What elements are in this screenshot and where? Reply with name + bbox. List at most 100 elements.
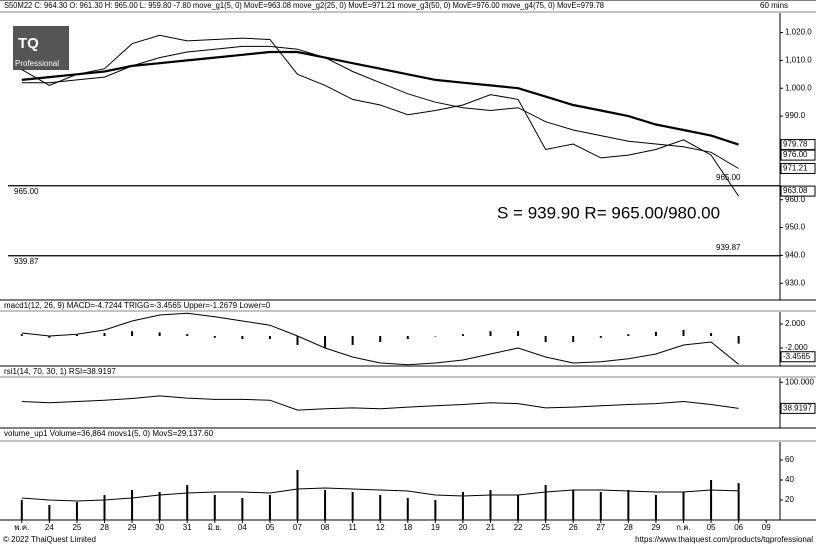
bar bbox=[158, 492, 161, 520]
bar bbox=[572, 336, 575, 342]
timeframe: 60 mins bbox=[760, 1, 788, 10]
bar bbox=[351, 336, 354, 345]
marker-label: 976.00 bbox=[783, 150, 808, 159]
bar bbox=[131, 331, 134, 336]
y-tick-label: 930.0 bbox=[785, 278, 806, 287]
bar bbox=[268, 495, 271, 520]
bar bbox=[654, 331, 657, 336]
x-tick-label: 07 bbox=[293, 523, 302, 532]
bar bbox=[599, 492, 602, 520]
bar bbox=[682, 330, 685, 336]
y-tick-label: 60 bbox=[785, 455, 794, 464]
x-tick-label: 20 bbox=[458, 523, 467, 532]
marker-box bbox=[780, 185, 816, 197]
panel-title: volume_up1 Volume=36,864 movs1(5, 0) Mov… bbox=[4, 429, 214, 438]
x-tick-label: มิ.ย. bbox=[208, 523, 222, 532]
x-tick-label: 18 bbox=[403, 523, 412, 532]
y-tick-label: 940.0 bbox=[785, 251, 806, 260]
bar bbox=[682, 492, 685, 520]
x-tick-label: 05 bbox=[265, 523, 274, 532]
panel-title: rsi1(14, 70, 30, 1) RSI=38.9197 bbox=[4, 367, 116, 376]
y-tick-label: 100.000 bbox=[785, 377, 814, 386]
marker-label: 979.78 bbox=[783, 140, 808, 149]
y-tick-label: 2.000 bbox=[785, 319, 806, 328]
x-tick-label: 12 bbox=[376, 523, 385, 532]
bar bbox=[517, 495, 520, 520]
bar bbox=[544, 336, 547, 342]
bar bbox=[324, 336, 327, 348]
bar bbox=[627, 334, 630, 336]
bar bbox=[517, 331, 520, 336]
bar bbox=[20, 334, 23, 336]
x-tick-label: 04 bbox=[238, 523, 247, 532]
bar bbox=[710, 333, 713, 336]
x-tick-label: พ.ค. bbox=[14, 523, 29, 532]
bar bbox=[406, 336, 409, 339]
bar bbox=[241, 498, 244, 520]
bar bbox=[213, 495, 216, 520]
bar bbox=[406, 498, 409, 520]
annotation: S = 939.90 R= 965.00/980.00 bbox=[497, 203, 720, 222]
bar bbox=[737, 336, 740, 344]
bar bbox=[213, 336, 216, 338]
marker-box bbox=[780, 162, 816, 174]
marker-label: 971.21 bbox=[783, 164, 808, 173]
bar bbox=[627, 490, 630, 520]
bar bbox=[268, 336, 271, 339]
level-label: 939.87 bbox=[14, 257, 39, 266]
bar bbox=[351, 492, 354, 520]
y-tick-label: 20 bbox=[785, 495, 794, 504]
bar bbox=[434, 336, 437, 337]
y-tick-label: 1,010.0 bbox=[785, 55, 812, 64]
bar bbox=[710, 480, 713, 520]
bar bbox=[158, 332, 161, 336]
y-tick-label: -2.000 bbox=[785, 343, 808, 352]
y-tick-label: 1,020.0 bbox=[785, 28, 812, 37]
x-tick-label: 09 bbox=[762, 523, 771, 532]
bar bbox=[20, 500, 23, 520]
bar bbox=[379, 495, 382, 520]
bar bbox=[241, 336, 244, 339]
bar bbox=[324, 490, 327, 520]
x-tick-label: 27 bbox=[596, 523, 605, 532]
marker-box bbox=[780, 351, 816, 363]
y-tick-label: 960.0 bbox=[785, 195, 806, 204]
x-tick-label: 11 bbox=[348, 523, 357, 532]
x-tick-label: 06 bbox=[734, 523, 743, 532]
bar bbox=[296, 336, 299, 345]
series-line bbox=[21, 45, 739, 169]
y-tick-label: 1,000.0 bbox=[785, 83, 812, 92]
series-line bbox=[21, 34, 740, 197]
bar bbox=[489, 331, 492, 336]
logo-text: Professional bbox=[15, 59, 59, 68]
x-tick-label: 29 bbox=[651, 523, 660, 532]
logo-mark: TQ bbox=[18, 35, 39, 52]
series-line bbox=[21, 395, 739, 411]
bar bbox=[461, 492, 464, 520]
level-label: 965.00 bbox=[716, 173, 741, 182]
bar bbox=[103, 495, 106, 520]
series-line bbox=[21, 312, 739, 366]
bar bbox=[103, 333, 106, 336]
x-tick-label: 28 bbox=[100, 523, 109, 532]
bar bbox=[48, 505, 51, 520]
bar bbox=[654, 495, 657, 520]
x-tick-label: 26 bbox=[569, 523, 578, 532]
bar bbox=[461, 334, 464, 336]
marker-box bbox=[780, 149, 816, 161]
bar bbox=[544, 485, 547, 520]
bar bbox=[48, 336, 51, 338]
x-tick-label: 31 bbox=[183, 523, 192, 532]
x-tick-label: 29 bbox=[128, 523, 137, 532]
panel-title: macd1(12, 26, 9) MACD=-4.7244 TRIGG=-3.4… bbox=[4, 301, 271, 310]
series-line bbox=[21, 487, 739, 502]
bar bbox=[434, 500, 437, 520]
footer-right: https://www.thaiquest.com/products/tqpro… bbox=[635, 535, 813, 544]
level-label: 939.87 bbox=[716, 243, 741, 252]
x-tick-label: 22 bbox=[514, 523, 523, 532]
bar bbox=[186, 334, 189, 336]
footer-left: © 2022 ThaiQuest Limited bbox=[3, 535, 96, 544]
bar bbox=[379, 336, 382, 342]
